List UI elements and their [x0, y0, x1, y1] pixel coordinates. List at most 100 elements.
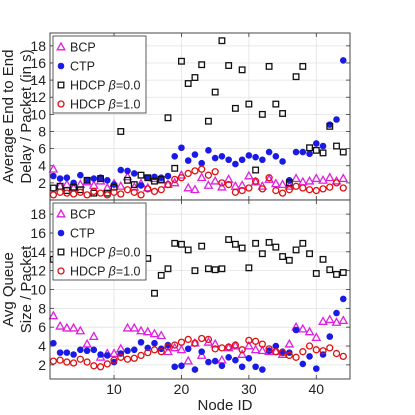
point-hdcp-1-0 [184, 169, 192, 178]
point-ctp [178, 144, 185, 152]
point-hdcp-1-0 [177, 174, 186, 182]
point-hdcp-1-0 [339, 352, 347, 361]
point-ctp [252, 363, 259, 371]
point-bcp [304, 175, 315, 185]
point-hdcp-0-0 [258, 110, 266, 118]
point-hdcp-0-0 [339, 148, 347, 156]
point-bcp [196, 350, 207, 359]
point-hdcp-0-0 [164, 114, 172, 122]
point-hdcp-1-0 [83, 191, 91, 199]
point-bcp [203, 180, 214, 189]
point-hdcp-1-0 [238, 186, 246, 195]
point-hdcp-1-0 [211, 168, 219, 176]
point-ctp [312, 365, 320, 372]
point-ctp [238, 156, 246, 164]
point-ctp [312, 140, 320, 147]
point-bcp [338, 173, 349, 183]
legend-marker [56, 41, 66, 51]
point-ctp [104, 352, 111, 359]
point-bcp [250, 344, 261, 354]
point-hdcp-1-0 [69, 359, 78, 367]
point-hdcp-1-0 [258, 185, 267, 193]
y-tick-label: 14 [30, 72, 46, 88]
point-ctp [306, 353, 313, 360]
point-ctp [157, 174, 165, 182]
point-bcp [136, 325, 146, 335]
y-tick-label: 4 [38, 158, 46, 174]
point-bcp [176, 344, 187, 354]
y-axis-label: Size / Packet [18, 245, 35, 333]
y-tick-label: 4 [38, 338, 46, 354]
point-ctp [77, 171, 84, 179]
point-hdcp-0-0 [225, 236, 233, 244]
point-hdcp-0-0 [231, 240, 239, 248]
y-tick-label: 16 [30, 55, 46, 71]
point-ctp [245, 152, 253, 159]
point-hdcp-0-0 [204, 265, 212, 273]
point-ctp [144, 174, 152, 182]
point-hdcp-0-0 [184, 80, 192, 87]
point-hdcp-1-0 [218, 179, 226, 187]
point-bcp [304, 326, 315, 336]
point-hdcp-1-0 [137, 191, 145, 199]
point-ctp [70, 351, 77, 358]
point-hdcp-0-0 [292, 246, 300, 254]
point-hdcp-1-0 [76, 355, 84, 363]
point-hdcp-1-0 [63, 189, 71, 197]
point-hdcp-1-0 [198, 165, 206, 173]
point-ctp [191, 366, 199, 373]
legend-marker [56, 208, 66, 218]
point-hdcp-1-0 [117, 353, 125, 361]
point-bcp [75, 325, 86, 335]
point-ctp [104, 177, 111, 184]
point-hdcp-1-0 [144, 185, 152, 193]
point-bcp [237, 349, 248, 358]
point-hdcp-0-0 [312, 270, 320, 277]
legend-label: CTP [70, 60, 95, 74]
point-hdcp-0-0 [319, 149, 327, 157]
point-ctp [205, 147, 212, 154]
point-ctp [218, 153, 226, 160]
point-hdcp-1-0 [130, 188, 138, 196]
point-ctp [211, 154, 219, 162]
point-hdcp-1-0 [272, 186, 280, 195]
point-bcp [210, 175, 221, 185]
point-hdcp-1-0 [90, 187, 98, 196]
point-hdcp-0-0 [265, 238, 273, 246]
point-hdcp-0-0 [306, 250, 314, 258]
point-hdcp-0-0 [171, 239, 179, 247]
point-hdcp-1-0 [319, 185, 327, 193]
point-ctp [164, 172, 172, 180]
x-tick-label: 30 [241, 381, 257, 397]
point-hdcp-0-0 [333, 142, 340, 150]
y-tick-label: 8 [38, 300, 46, 316]
point-hdcp-0-0 [117, 128, 125, 135]
point-ctp [191, 151, 199, 158]
point-hdcp-1-0 [225, 343, 233, 351]
point-hdcp-1-0 [231, 341, 240, 349]
y-tick-label: 18 [30, 38, 46, 54]
point-ctp [63, 349, 71, 356]
point-bcp [122, 322, 133, 332]
point-bcp [115, 180, 126, 190]
point-ctp [50, 339, 57, 347]
point-ctp [77, 346, 84, 354]
point-hdcp-1-0 [198, 334, 206, 343]
point-ctp [56, 175, 64, 182]
point-hdcp-1-0 [204, 335, 213, 344]
point-ctp [279, 158, 286, 165]
point-hdcp-1-0 [110, 188, 118, 196]
y-tick-label: 6 [38, 141, 46, 157]
point-ctp [137, 182, 145, 189]
point-bcp [243, 340, 254, 350]
point-bcp [250, 176, 261, 186]
point-hdcp-0-0 [272, 100, 280, 108]
point-ctp [245, 354, 253, 362]
point-ctp [137, 338, 145, 346]
point-hdcp-1-0 [157, 348, 165, 356]
point-hdcp-0-0 [333, 270, 340, 278]
point-bcp [55, 320, 66, 330]
point-hdcp-1-0 [251, 177, 260, 185]
point-bcp [297, 323, 308, 333]
point-ctp [83, 177, 91, 184]
